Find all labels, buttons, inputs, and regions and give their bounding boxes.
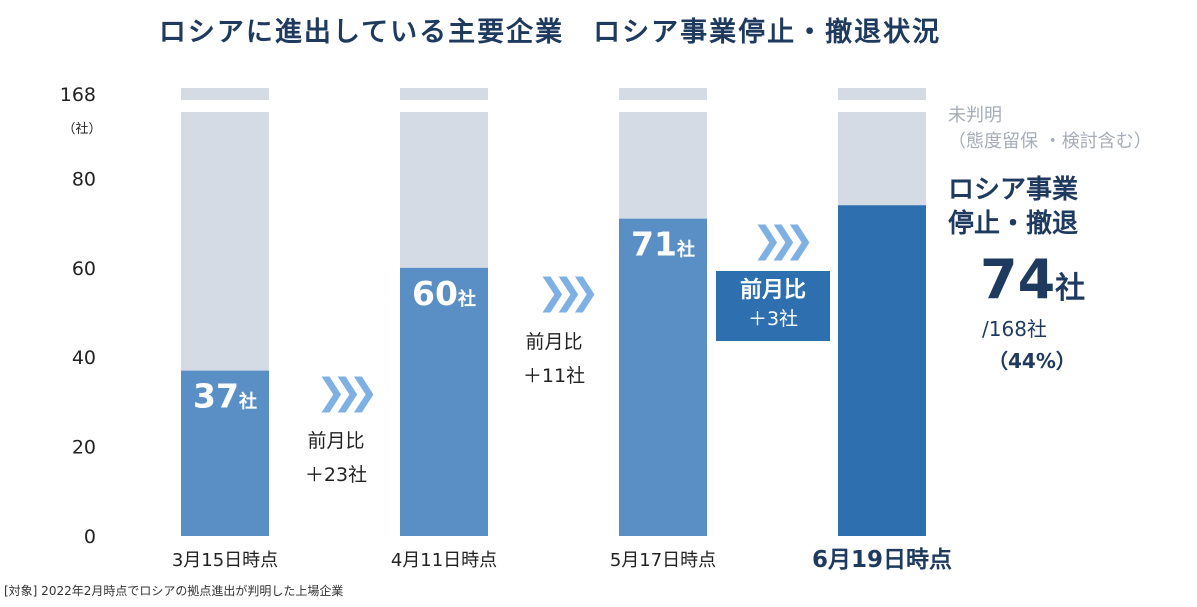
stop-withdraw-heading-line1: ロシア事業 bbox=[948, 175, 1079, 205]
unknown-legend-line1: 未判明 bbox=[948, 105, 1002, 126]
bar-unknown bbox=[400, 112, 488, 268]
latest-count-number: 74 bbox=[980, 248, 1056, 311]
x-category-label: 5月17日時点 bbox=[610, 550, 716, 571]
delta-label-1-line1: 前月比 bbox=[307, 430, 365, 452]
y-tick-label: 168 bbox=[60, 84, 96, 106]
footnote: [対象] 2022年2月時点でロシアの拠点進出が判明した上場企業 bbox=[4, 584, 344, 598]
delta-label-2-line2: ＋11社 bbox=[522, 365, 586, 387]
chevron-arrow-icon: ❯❯❯ bbox=[537, 272, 599, 313]
x-category-label: 4月11日時点 bbox=[391, 550, 497, 571]
x-category-label: 3月15日時点 bbox=[172, 550, 278, 571]
bar-unknown-cap bbox=[181, 88, 269, 100]
latest-total: /168社 bbox=[982, 317, 1047, 341]
stop-withdraw-heading: ロシア事業 停止・撤退 bbox=[948, 173, 1078, 241]
chevron-arrow-icon: ❯❯❯ bbox=[752, 220, 814, 261]
latest-count: 74社 bbox=[980, 248, 1085, 311]
delta-label-2: 前月比 ＋11社 bbox=[514, 325, 594, 393]
stop-withdraw-heading-line2: 停止・撤退 bbox=[948, 209, 1079, 239]
bar-unknown bbox=[838, 112, 926, 206]
delta-label-3-line1: 前月比 bbox=[739, 278, 806, 303]
bar-value-label: 60社 bbox=[412, 274, 476, 313]
bar-unknown-cap bbox=[619, 88, 707, 100]
chevron-arrow-icon: ❯❯❯ bbox=[316, 372, 378, 413]
y-tick-label: 80 bbox=[72, 168, 96, 190]
delta-label-3-box: 前月比 ＋3社 bbox=[716, 271, 830, 341]
y-tick-label: 0 bbox=[84, 526, 96, 548]
latest-percent: （44%） bbox=[988, 349, 1076, 373]
bar-stop bbox=[400, 267, 488, 536]
bar-unknown-cap bbox=[838, 88, 926, 100]
delta-label-3-line2: ＋3社 bbox=[747, 308, 799, 330]
bar-unknown-cap bbox=[400, 88, 488, 100]
y-tick-label: 40 bbox=[72, 347, 96, 369]
x-category-label: 6月19日時点 bbox=[812, 547, 952, 573]
chart-title: ロシアに進出している主要企業 ロシア事業停止・撤退状況 bbox=[158, 17, 942, 48]
bar-stop bbox=[181, 370, 269, 536]
bar-unknown bbox=[181, 112, 269, 371]
delta-label-2-line1: 前月比 bbox=[525, 331, 583, 353]
bar-stop bbox=[838, 205, 926, 536]
y-tick-label: 60 bbox=[72, 258, 96, 280]
y-axis-unit-label: （社） bbox=[62, 121, 101, 137]
delta-label-1-line2: ＋23社 bbox=[304, 464, 368, 486]
unknown-legend-line2: （態度留保 ・検討含む） bbox=[948, 131, 1152, 152]
bar-unknown bbox=[619, 112, 707, 219]
delta-label-1: 前月比 ＋23社 bbox=[296, 424, 376, 492]
unknown-legend: 未判明 （態度留保 ・検討含む） bbox=[948, 103, 1152, 155]
y-tick-label: 20 bbox=[72, 437, 96, 459]
bar-stop bbox=[619, 218, 707, 536]
latest-count-unit: 社 bbox=[1055, 271, 1086, 306]
